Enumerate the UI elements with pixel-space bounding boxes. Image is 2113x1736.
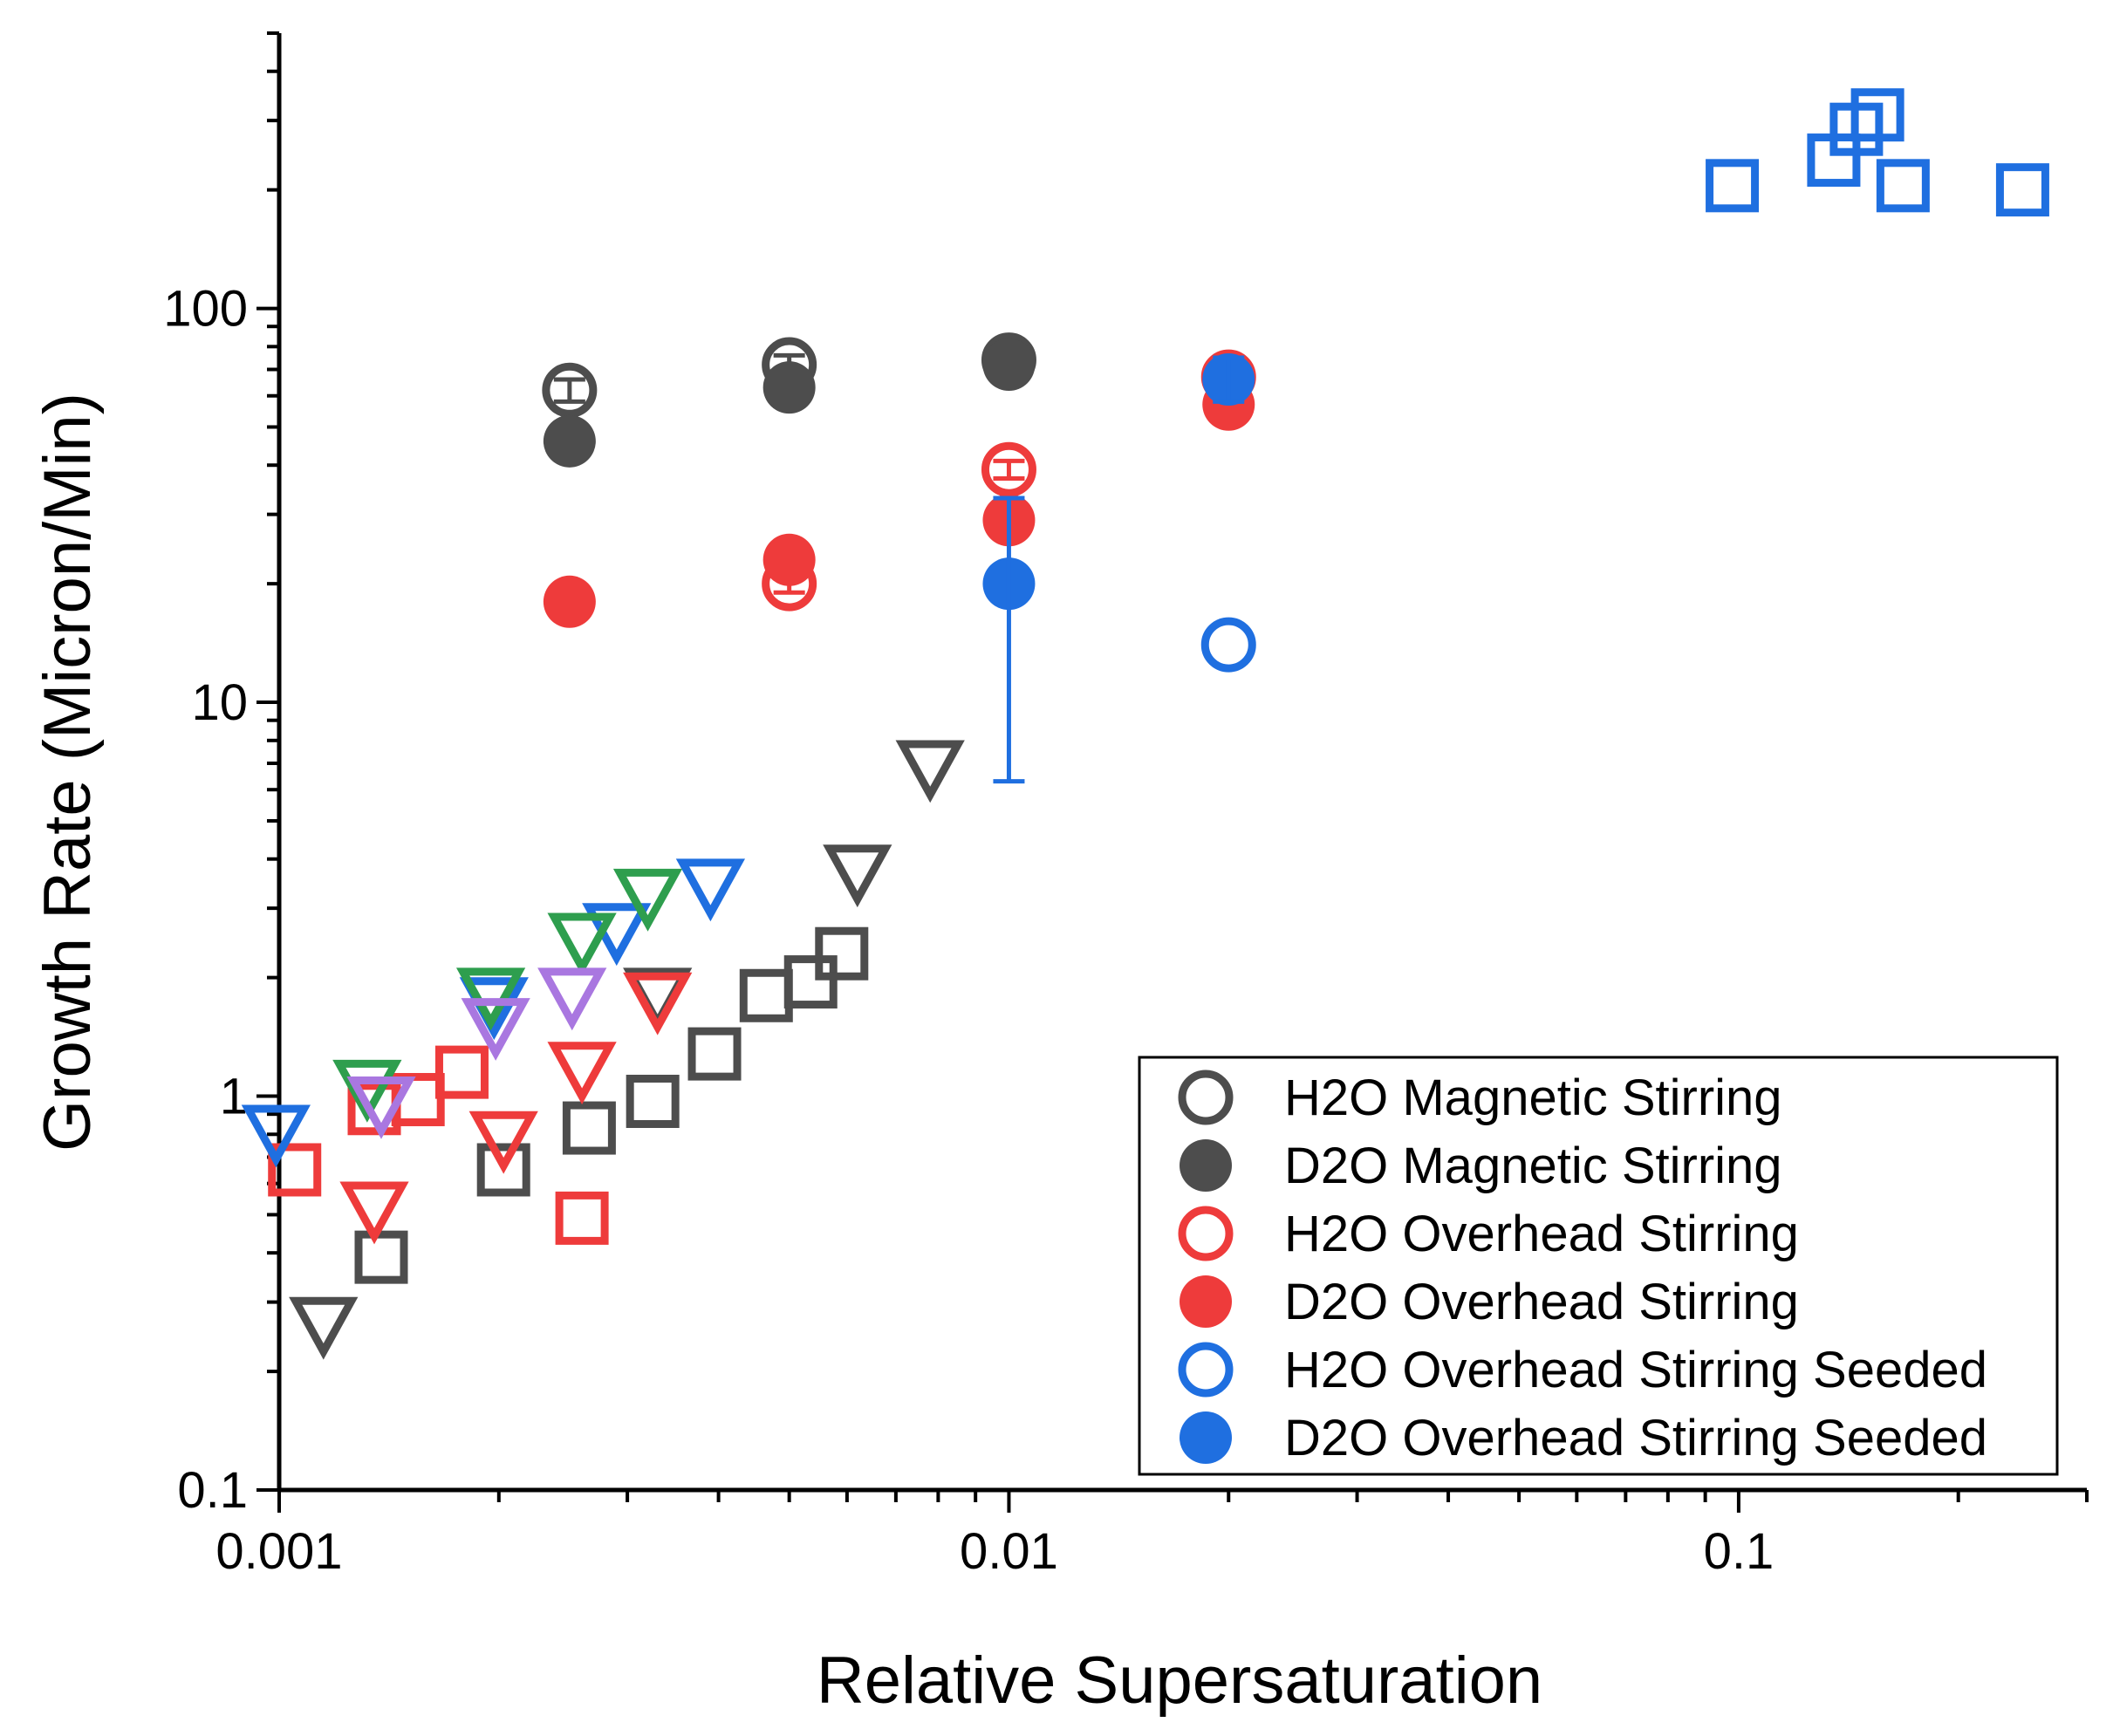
open-triangle-down-point: [346, 1076, 416, 1139]
open-triangle-down-point: [339, 1181, 409, 1245]
legend-label: D2O Magnetic Stirring: [1284, 1138, 1782, 1194]
series-group: [339, 972, 693, 1245]
open-square-point: [687, 1027, 742, 1081]
filled-circle-point: [1180, 1411, 1232, 1464]
legend-box: [1138, 1056, 2059, 1476]
series-group: [289, 740, 965, 1360]
legend-label: D2O Overhead Stirring: [1284, 1274, 1799, 1330]
filled-circle-point: [1180, 1139, 1232, 1192]
filled-circle-point: [543, 575, 596, 628]
open-triangle-down-point: [895, 740, 965, 803]
open-square-point: [434, 1045, 489, 1099]
open-triangle-down-point: [675, 858, 746, 922]
legend-label: H2O Magnetic Stirring: [1284, 1070, 1782, 1126]
open-circle-point: [1200, 617, 1256, 673]
filled-circle-point: [762, 533, 816, 586]
series-group: [1706, 88, 2049, 217]
series-group: [543, 338, 1036, 468]
series-group: [354, 926, 869, 1284]
open-circle-point: [1178, 1342, 1234, 1398]
open-square-point: [1995, 163, 2049, 217]
open-square-point: [268, 1143, 322, 1197]
open-triangle-down-point: [461, 998, 530, 1061]
filled-circle-point: [982, 338, 1036, 391]
x-tick-label: 0.1: [1704, 1523, 1775, 1580]
filled-circle-point: [1180, 1275, 1232, 1328]
y-tick-label: 100: [163, 281, 248, 338]
series-group: [332, 868, 683, 1123]
open-triangle-down-point: [468, 1111, 538, 1174]
open-triangle-down-point: [612, 868, 683, 932]
legend-label: D2O Overhead Stirring Seeded: [1284, 1410, 1987, 1466]
open-square-point: [562, 1101, 616, 1155]
open-circle-point: [1178, 1070, 1234, 1125]
series-group: [1200, 617, 1256, 673]
series-group: [268, 1045, 609, 1245]
y-tick-label: 0.1: [177, 1462, 248, 1519]
open-triangle-down-point: [332, 1059, 402, 1123]
open-triangle-down-point: [823, 844, 892, 908]
y-axis-title: Growth Rate (Micron/Min): [31, 393, 105, 1152]
open-square-point: [476, 1143, 530, 1197]
axes: 0.001 0.01 0.1 0.1 1 10 100: [163, 31, 2089, 1580]
open-triangle-down-point: [623, 972, 693, 1035]
open-square-point: [1876, 159, 1930, 213]
x-tick-label: 0.01: [960, 1523, 1058, 1580]
open-triangle-down-point: [547, 1042, 617, 1105]
open-circle-point: [1178, 1206, 1234, 1261]
open-triangle-down-point: [537, 967, 607, 1031]
open-square-point: [354, 1230, 408, 1284]
y-tick-label: 10: [191, 674, 248, 731]
x-axis-title: Relative Supersaturation: [817, 1644, 1542, 1718]
open-square-point: [739, 968, 793, 1022]
x-tick-label: 0.001: [215, 1523, 342, 1580]
open-circle-point: [542, 362, 598, 418]
open-triangle-down-point: [241, 1104, 311, 1168]
open-triangle-down-point: [455, 967, 526, 1031]
open-square-point: [626, 1074, 680, 1128]
open-triangle-down-point: [289, 1296, 359, 1360]
open-square-point: [815, 926, 869, 981]
open-square-point: [1706, 159, 1760, 213]
series-group: [982, 353, 1255, 784]
open-square-point: [783, 955, 838, 1009]
legend-label: H2O Overhead Stirring Seeded: [1284, 1342, 1987, 1398]
legend: H2O Magnetic Stirring D2O Magnetic Stirri…: [1138, 1056, 2059, 1476]
series-group: [543, 378, 1255, 628]
open-square-point: [1850, 88, 1904, 142]
open-circle-point: [981, 441, 1036, 497]
legend-label: H2O Overhead Stirring: [1284, 1206, 1799, 1262]
y-tick-label: 1: [220, 1069, 248, 1125]
open-square-point: [555, 1191, 609, 1245]
series-group: [346, 967, 607, 1139]
filled-circle-point: [543, 414, 596, 468]
data-marks: [241, 88, 2049, 1360]
open-triangle-down-point: [547, 912, 617, 976]
filled-circle-point: [762, 361, 816, 414]
